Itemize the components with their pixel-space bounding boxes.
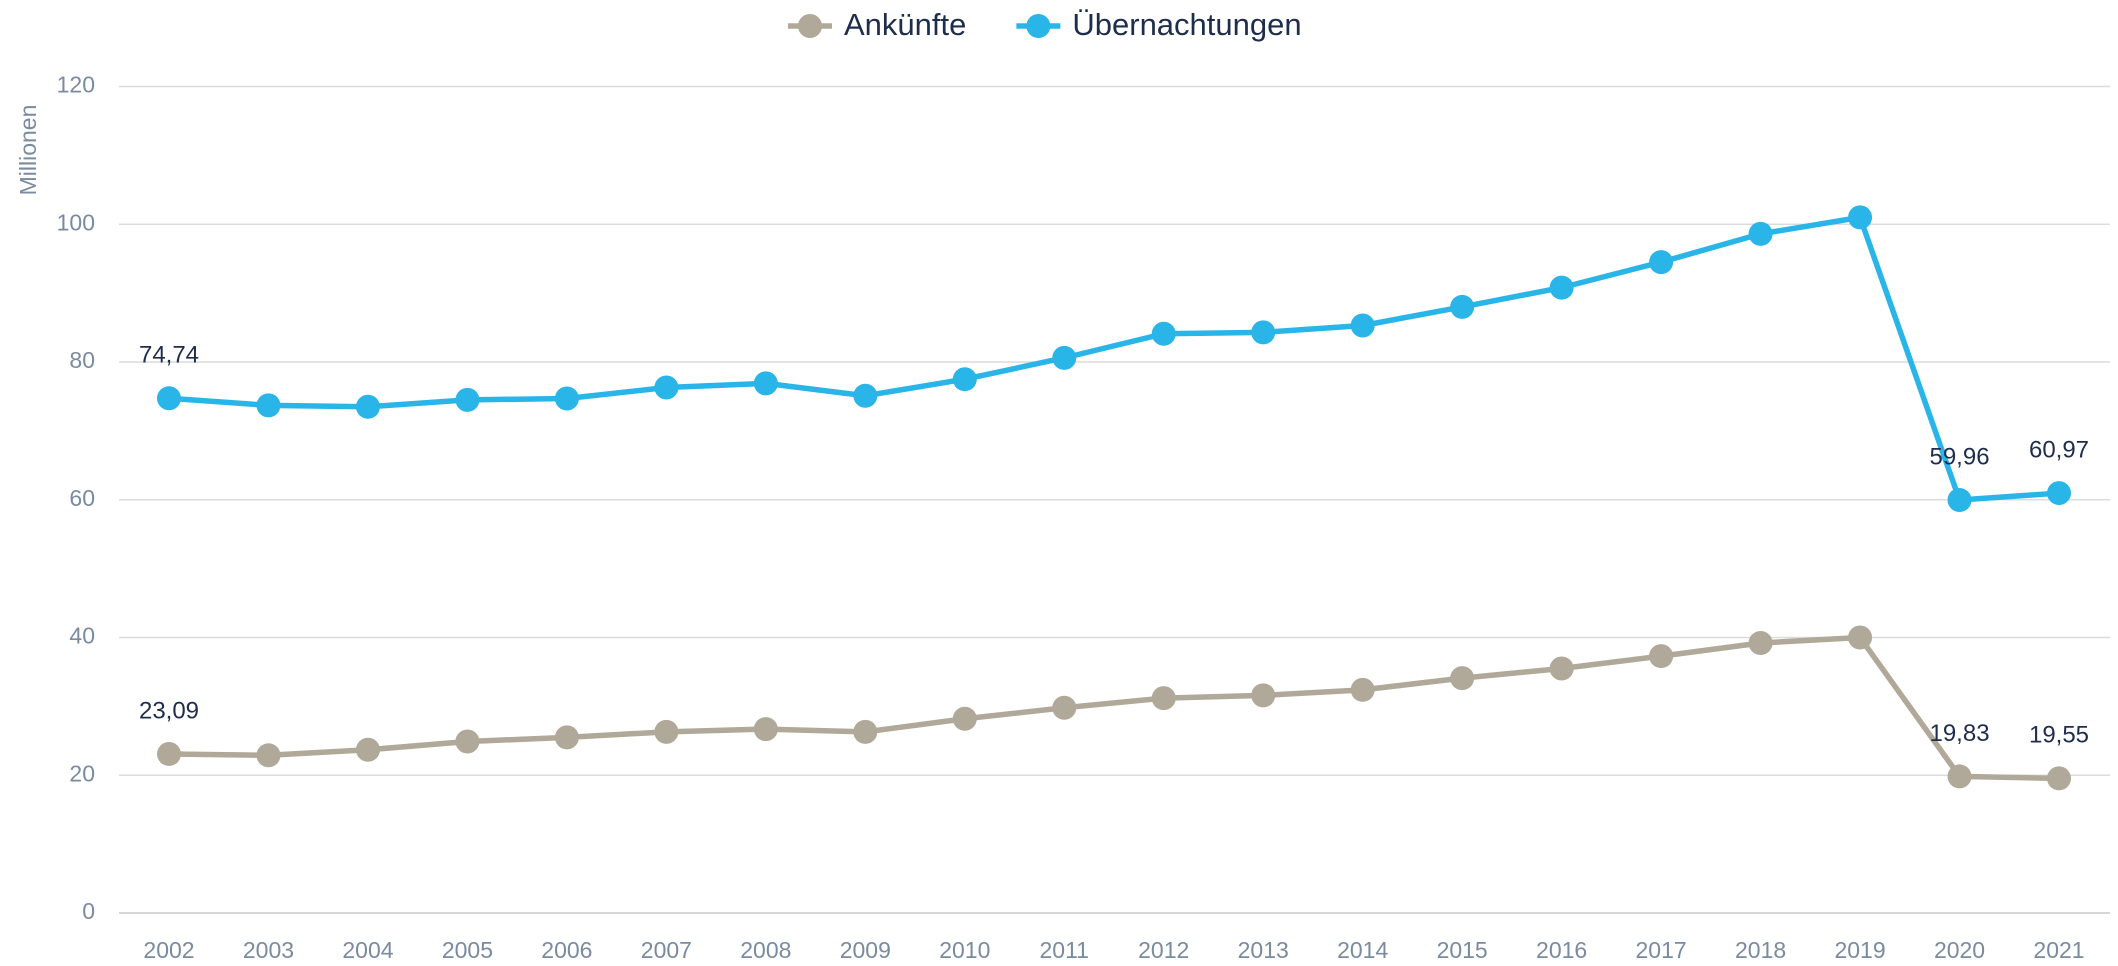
- data-point: [654, 375, 679, 400]
- y-tick-label: 40: [69, 623, 95, 649]
- data-point: [1052, 695, 1077, 720]
- data-label: 23,09: [139, 697, 199, 724]
- data-point: [1848, 625, 1873, 650]
- data-point: [753, 371, 778, 396]
- x-tick-label: 2017: [1636, 937, 1687, 963]
- data-point: [1649, 250, 1674, 275]
- data-point: [2047, 766, 2071, 791]
- data-point: [1350, 677, 1375, 702]
- x-tick-label: 2008: [740, 937, 791, 963]
- data-point: [355, 737, 380, 762]
- data-point: [157, 741, 181, 766]
- y-tick-label: 20: [69, 760, 95, 786]
- series-line: [168, 214, 2060, 503]
- data-point: [952, 367, 977, 392]
- data-point: [1848, 205, 1873, 230]
- x-tick-label: 2005: [442, 937, 493, 963]
- y-tick-label: 0: [82, 898, 95, 924]
- data-point: [355, 394, 380, 419]
- data-point: [455, 729, 480, 754]
- data-point: [1549, 275, 1574, 300]
- x-tick-label: 2021: [2033, 937, 2084, 963]
- x-tick-label: 2014: [1337, 937, 1388, 963]
- data-point: [1052, 345, 1077, 370]
- data-point: [1549, 656, 1574, 681]
- x-tick-label: 2009: [840, 937, 891, 963]
- data-label: 60,97: [2029, 436, 2089, 463]
- data-point: [1450, 666, 1475, 691]
- data-point: [1947, 488, 1972, 513]
- x-tick-label: 2003: [243, 937, 294, 963]
- data-point: [554, 725, 579, 750]
- x-tick-label: 2020: [1934, 937, 1985, 963]
- x-tick-label: 2006: [541, 937, 592, 963]
- y-tick-label: 80: [69, 347, 95, 373]
- y-tick-label: 120: [57, 72, 95, 98]
- data-point: [1251, 320, 1276, 345]
- y-axis-label: Millionen: [15, 105, 41, 196]
- data-point: [2047, 481, 2071, 506]
- x-tick-label: 2010: [939, 937, 990, 963]
- x-tick-label: 2016: [1536, 937, 1587, 963]
- data-point: [1350, 313, 1375, 338]
- x-tick-label: 2002: [143, 937, 194, 963]
- data-label: 74,74: [139, 342, 199, 369]
- legend-marker: [798, 14, 822, 38]
- data-label: 59,96: [1929, 443, 1989, 470]
- legend-item: Übernachtungen: [1016, 7, 1302, 42]
- data-point: [853, 719, 878, 744]
- x-tick-label: 2011: [1040, 937, 1089, 963]
- x-tick-label: 2019: [1834, 937, 1885, 963]
- data-point: [1151, 321, 1176, 346]
- data-label: 19,55: [2029, 722, 2089, 749]
- data-point: [256, 743, 281, 768]
- data-point: [952, 706, 977, 731]
- data-point: [1450, 294, 1475, 319]
- series-line: [168, 634, 2060, 782]
- x-tick-label: 2004: [342, 937, 393, 963]
- data-label: 19,83: [1929, 720, 1989, 747]
- data-point: [256, 393, 281, 418]
- legend-label: Ankünfte: [844, 7, 966, 42]
- data-point: [455, 387, 480, 412]
- data-point: [1251, 683, 1276, 708]
- data-point: [1649, 644, 1674, 669]
- legend-item: Ankünfte: [788, 7, 966, 42]
- data-point: [554, 386, 579, 411]
- legend-label: Übernachtungen: [1072, 7, 1301, 42]
- legend-marker: [1026, 14, 1051, 38]
- data-point: [654, 719, 679, 744]
- x-tick-label: 2018: [1735, 937, 1786, 963]
- data-point: [1151, 686, 1176, 711]
- data-point: [1947, 764, 1972, 789]
- data-point: [853, 383, 878, 408]
- data-point: [157, 386, 181, 411]
- y-tick-label: 60: [69, 485, 95, 511]
- x-tick-label: 2012: [1138, 937, 1189, 963]
- x-tick-label: 2015: [1437, 937, 1488, 963]
- y-tick-label: 100: [57, 209, 95, 235]
- data-point: [753, 717, 778, 742]
- x-tick-label: 2013: [1238, 937, 1289, 963]
- data-point: [1748, 221, 1773, 246]
- data-point: [1748, 631, 1773, 656]
- x-tick-label: 2007: [641, 937, 692, 963]
